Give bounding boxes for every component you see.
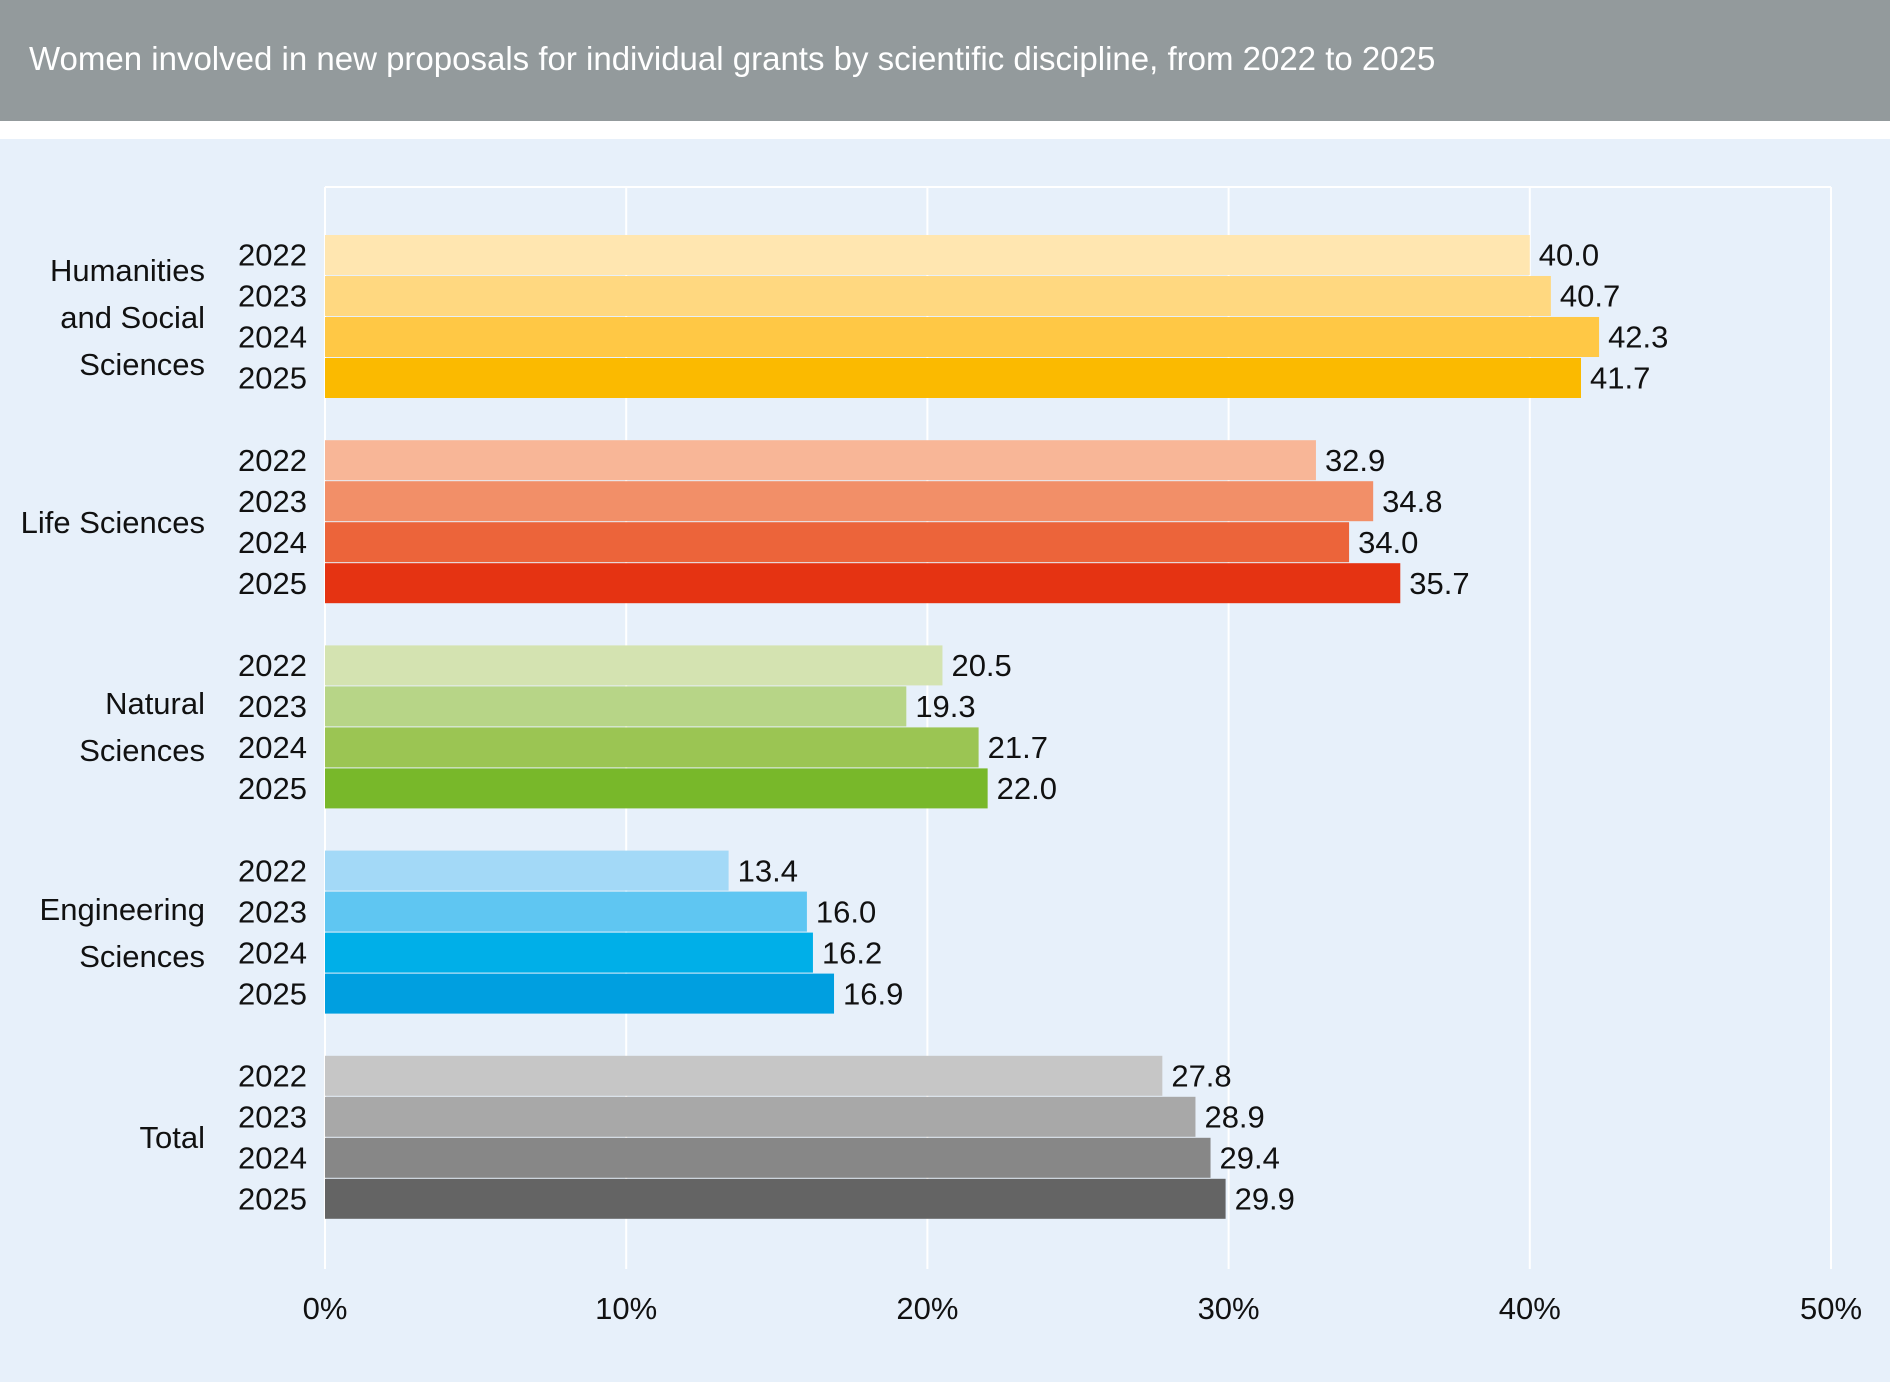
value-label: 34.0 <box>1358 525 1418 560</box>
bar <box>325 768 988 809</box>
x-tick-label: 10% <box>595 1291 657 1326</box>
value-label: 40.7 <box>1560 279 1620 314</box>
value-label: 13.4 <box>738 853 798 888</box>
year-label: 2024 <box>238 525 307 560</box>
category-label: Natural Sciences <box>79 686 205 769</box>
bar <box>325 481 1374 522</box>
x-tick-label: 20% <box>896 1291 958 1326</box>
bar <box>325 973 835 1014</box>
year-label: 2024 <box>238 1140 307 1175</box>
year-label: 2024 <box>238 320 307 355</box>
year-label: 2024 <box>238 730 307 765</box>
year-label: 2023 <box>238 1099 307 1134</box>
category-label: Life Sciences <box>20 504 205 540</box>
value-label: 27.8 <box>1171 1058 1231 1093</box>
year-label: 2025 <box>238 771 307 806</box>
value-label: 19.3 <box>915 689 975 724</box>
value-label: 34.8 <box>1382 484 1442 519</box>
bar <box>325 276 1551 316</box>
year-label: 2022 <box>238 443 307 478</box>
year-label: 2022 <box>238 1058 307 1093</box>
value-label: 29.4 <box>1220 1140 1280 1175</box>
category-label: Engineering Sciences <box>39 891 205 974</box>
value-label: 29.9 <box>1235 1181 1295 1216</box>
value-label: 16.0 <box>816 894 876 929</box>
year-label: 2023 <box>238 689 307 724</box>
bar <box>325 1137 1211 1178</box>
value-label: 21.7 <box>988 730 1048 765</box>
value-label: 32.9 <box>1325 443 1385 478</box>
category-label: Humanities and Social Sciences <box>49 252 205 382</box>
bar <box>325 235 1530 275</box>
x-tick-label: 50% <box>1800 1291 1862 1326</box>
x-tick-label: 30% <box>1198 1291 1260 1326</box>
bar <box>325 1096 1196 1137</box>
bar <box>325 563 1401 604</box>
value-label: 16.2 <box>822 935 882 970</box>
bar <box>325 522 1350 563</box>
value-label: 22.0 <box>997 771 1057 806</box>
value-label: 42.3 <box>1608 320 1668 355</box>
category-label: Total <box>139 1120 205 1156</box>
year-label: 2025 <box>238 1181 307 1216</box>
bar <box>325 727 979 768</box>
year-label: 2022 <box>238 648 307 683</box>
year-label: 2024 <box>238 935 307 970</box>
bar <box>325 645 943 686</box>
bar <box>325 932 813 973</box>
bar <box>325 440 1316 481</box>
year-label: 2025 <box>238 361 307 396</box>
bar <box>325 850 729 891</box>
bar <box>325 358 1582 398</box>
year-label: 2023 <box>238 484 307 519</box>
value-label: 41.7 <box>1590 361 1650 396</box>
value-label: 28.9 <box>1204 1099 1264 1134</box>
bar <box>325 317 1600 357</box>
bar <box>325 1178 1226 1219</box>
header: Women involved in new proposals for indi… <box>0 0 1890 139</box>
value-label: 40.0 <box>1539 238 1599 273</box>
value-label: 16.9 <box>843 976 903 1011</box>
year-label: 2025 <box>238 566 307 601</box>
year-label: 2025 <box>238 976 307 1011</box>
bar <box>325 1055 1163 1096</box>
x-tick-label: 40% <box>1499 1291 1561 1326</box>
value-label: 20.5 <box>951 648 1011 683</box>
year-label: 2023 <box>238 894 307 929</box>
year-label: 2022 <box>238 853 307 888</box>
year-label: 2023 <box>238 279 307 314</box>
value-label: 35.7 <box>1409 566 1469 601</box>
year-label: 2022 <box>238 238 307 273</box>
chart-title: Women involved in new proposals for indi… <box>29 40 1436 77</box>
x-tick-label: 0% <box>303 1291 348 1326</box>
bar <box>325 891 807 932</box>
bar <box>325 686 907 727</box>
